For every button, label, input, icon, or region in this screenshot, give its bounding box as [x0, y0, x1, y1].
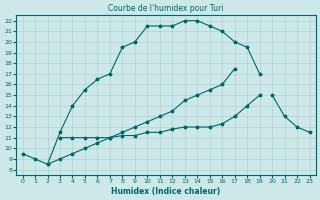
- X-axis label: Humidex (Indice chaleur): Humidex (Indice chaleur): [111, 187, 221, 196]
- Title: Courbe de l'humidex pour Turi: Courbe de l'humidex pour Turi: [108, 4, 224, 13]
